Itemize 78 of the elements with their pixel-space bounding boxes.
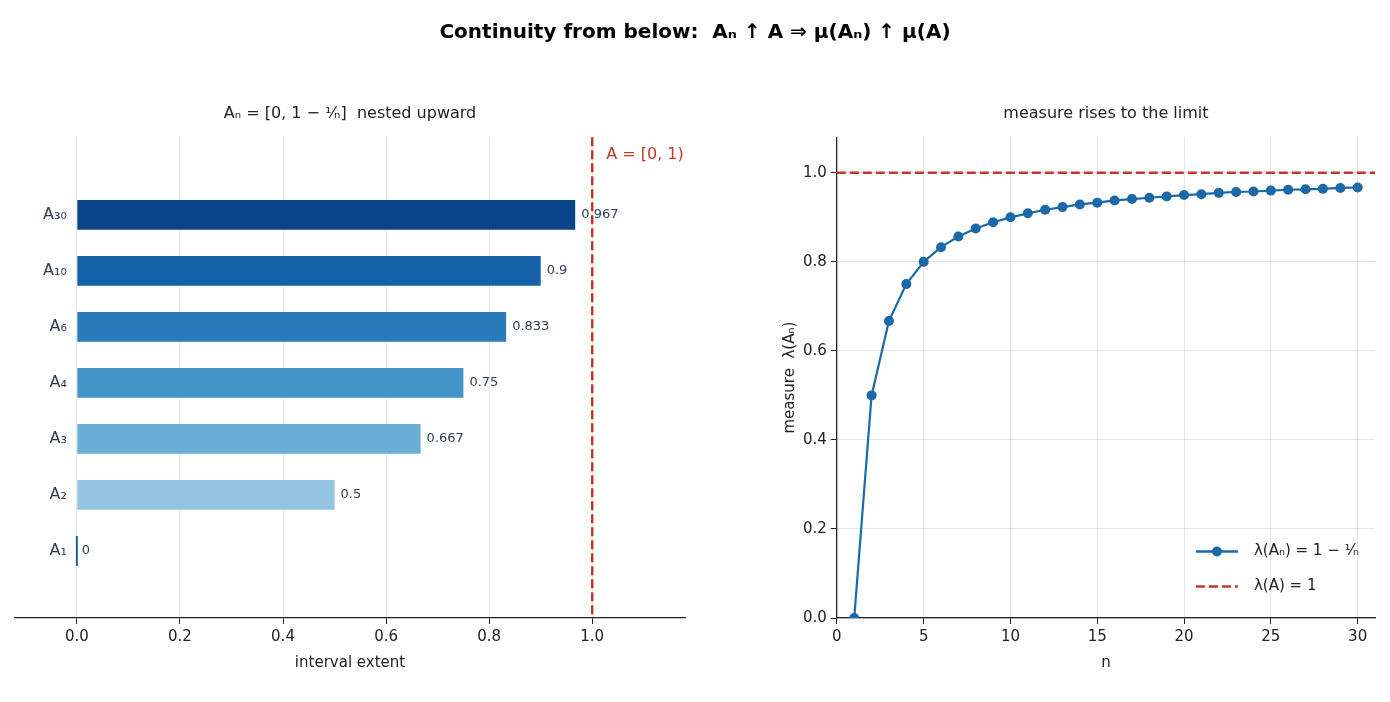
point (883, 316, 894, 327)
x-tick-label: 30 (1348, 626, 1368, 645)
data-label: 0.9 (546, 262, 568, 278)
point (1352, 182, 1363, 193)
x-tick-label: 0.0 (64, 626, 89, 645)
data-label: 0.5 (340, 486, 362, 502)
y-tick-label: A₃ (49, 428, 67, 448)
y-tick-label: A₂ (49, 484, 67, 504)
point (1126, 194, 1137, 205)
x-axis-title: n (1101, 652, 1111, 671)
point (1179, 190, 1190, 201)
y-tick-label: 0.6 (803, 340, 827, 359)
x-tick-label: 20 (1174, 626, 1194, 645)
point (918, 256, 929, 267)
chart-title: Aₙ = [0, 1 − ¹⁄ₙ] nested upward (223, 102, 477, 122)
bar (77, 255, 541, 286)
point (1161, 191, 1172, 202)
y-tick-label: 0.8 (803, 251, 827, 270)
y-tick-label: A₁ (49, 540, 67, 560)
point (936, 242, 947, 253)
data-label: 0 (81, 542, 91, 558)
bar (75, 536, 78, 566)
y-axis-title: measure λ(Aₙ) (779, 321, 798, 434)
x-tick-label: 0 (832, 626, 842, 645)
y-tick-label: 1.0 (803, 162, 827, 181)
point (1144, 192, 1155, 203)
x-axis-title: interval extent (294, 652, 406, 671)
y-tick-label: 0.2 (803, 518, 827, 537)
bar (77, 311, 507, 342)
bar (77, 424, 421, 454)
point (1248, 186, 1259, 197)
legend-label: λ(Aₙ) = 1 − ¹⁄ₙ (1253, 541, 1360, 560)
y-tick-label: A₄ (49, 372, 67, 392)
point (1231, 186, 1242, 197)
data-label: 0.967 (581, 206, 619, 222)
point (1317, 183, 1328, 194)
point (1040, 204, 1051, 215)
point (1005, 212, 1016, 223)
bar (77, 199, 576, 230)
point (1283, 184, 1294, 195)
point (970, 223, 981, 234)
point (1057, 202, 1068, 213)
point (1300, 184, 1311, 195)
point (866, 390, 877, 401)
point (1265, 185, 1276, 196)
y-tick-label: A₁₀ (43, 260, 67, 280)
x-tick-label: 0.4 (271, 626, 295, 645)
legend-label: λ(A) = 1 (1253, 576, 1317, 595)
chart-title: measure rises to the limit (1003, 102, 1209, 122)
x-tick-label: 15 (1087, 626, 1107, 645)
point (1335, 182, 1346, 193)
point (1213, 187, 1224, 198)
text: Continuity from below: Aₙ ↑ A ⇒ μ(Aₙ) ↑ μ(A) (439, 19, 951, 43)
x-tick-label: 1.0 (580, 626, 605, 645)
point (1022, 208, 1033, 219)
y-tick-label: 0.4 (803, 429, 827, 448)
point (988, 217, 999, 228)
point (953, 231, 964, 242)
point (901, 279, 912, 290)
point (1074, 199, 1085, 210)
bar (77, 368, 464, 398)
y-tick-label: A₆ (49, 316, 67, 336)
x-tick-label: 0.6 (374, 626, 399, 645)
point (1092, 197, 1103, 208)
ref-line-label: A = [0, 1) (606, 144, 684, 164)
x-tick-label: 0.2 (167, 626, 192, 645)
x-tick-label: 10 (1000, 626, 1020, 645)
x-tick-label: 5 (918, 626, 929, 645)
x-tick-label: 25 (1261, 626, 1281, 645)
y-tick-label: A₃₀ (43, 204, 67, 224)
x-tick-label: 0.8 (477, 626, 502, 645)
bar (77, 480, 335, 510)
data-label: 0.833 (512, 318, 550, 334)
point (1196, 189, 1207, 200)
data-label: 0.75 (469, 374, 499, 390)
point (1109, 195, 1120, 206)
data-label: 0.667 (426, 430, 464, 446)
y-tick-label: 0.0 (803, 607, 827, 626)
